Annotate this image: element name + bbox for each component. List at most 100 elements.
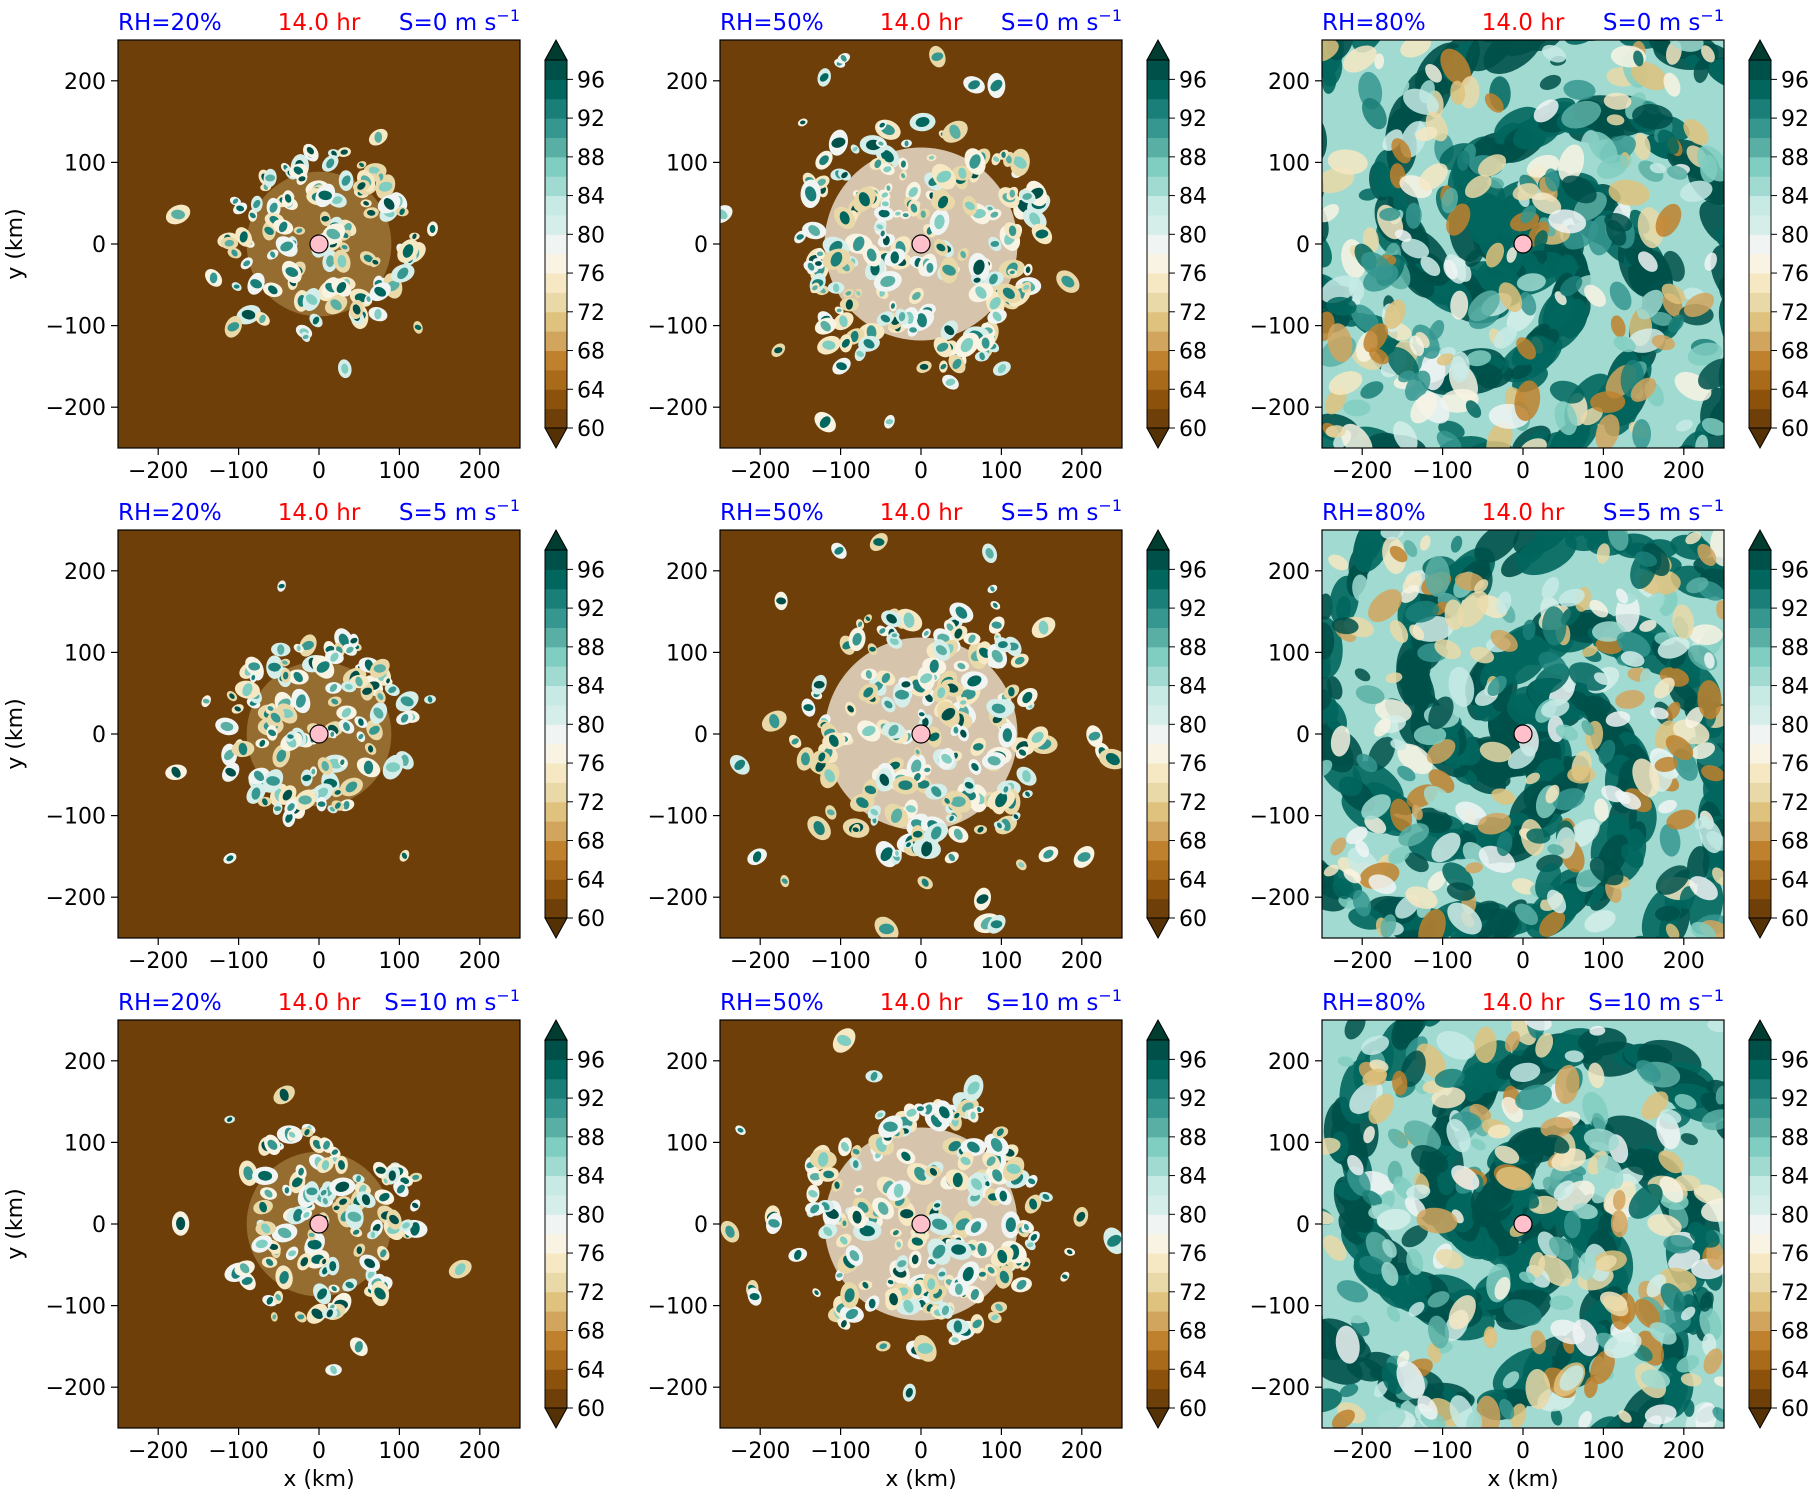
rh-blob [1687, 342, 1723, 366]
rh-blob [813, 680, 825, 689]
rh-blob [822, 340, 836, 350]
colorbar-segment [1147, 782, 1169, 803]
rh-blob [926, 262, 934, 273]
rh-blob [968, 80, 980, 90]
panel-r2-c2: −200 −100 0 100 200 −200 −100 0 100 200 RH=50% 14.0… [648, 496, 1207, 974]
rh-blob [1322, 1137, 1341, 1155]
rh-blob [1499, 1398, 1515, 1420]
colorbar-segment [545, 118, 567, 138]
rh-blob [989, 297, 1001, 310]
rh-blob [1394, 229, 1412, 242]
colorbar-tick-label: 80 [577, 223, 605, 248]
moist-band-blob [1245, 1213, 1280, 1252]
rh-blob [1035, 229, 1049, 239]
rh-blob [840, 55, 847, 62]
colorbar-tick-label: 84 [1781, 185, 1809, 210]
rh-blob [268, 729, 277, 737]
colorbar-segment [1749, 408, 1771, 429]
rh-blob [936, 243, 946, 252]
time-title: 14.0 hr [1482, 990, 1565, 1016]
rh-blob [1667, 314, 1685, 333]
rh-blob [978, 1271, 986, 1277]
colorbar-segment [545, 821, 567, 842]
colorbar-segment [1147, 821, 1169, 842]
rh-blob [1680, 1306, 1696, 1321]
colorbar-segment [1749, 627, 1771, 648]
rh-blob [845, 1308, 859, 1320]
panel-r3-c2: −200 −100 0 100 200 −200 −100 0 100 200 x (km) RH=5… [648, 986, 1207, 1492]
colorbar-segment [545, 1388, 567, 1409]
rh-blob [1415, 126, 1438, 142]
colorbar-segment [1749, 1098, 1771, 1118]
rh-blob [1651, 334, 1675, 351]
rh-blob [1424, 556, 1451, 597]
rh-blob [1364, 815, 1387, 834]
moist-band-blob [1322, 1315, 1347, 1361]
colorbar-segment [1147, 1117, 1169, 1138]
colorbar-segment [545, 840, 567, 861]
panel-r3-c1: −200 −100 0 100 200 −200 −100 0 100 200 y (km) x (k… [3, 986, 605, 1492]
rh-blob [1427, 871, 1447, 892]
rh-blob [268, 662, 281, 672]
rh-blob [357, 182, 366, 190]
rh-blob [1608, 179, 1650, 206]
rh-blob [1380, 530, 1404, 540]
rh-blob [334, 790, 341, 795]
y-tick-label: 200 [64, 1050, 106, 1075]
colorbar-frame [1748, 549, 1772, 919]
rh-blob [878, 141, 884, 146]
rh-blob [890, 303, 896, 309]
rh-blob [243, 260, 251, 267]
y-tick-label: 0 [92, 723, 106, 748]
colorbar-segment [545, 898, 567, 919]
rh-blob [1666, 165, 1688, 180]
colorbar-segment [545, 569, 567, 590]
rh-blob [1359, 1255, 1386, 1275]
rh-blob [952, 1172, 963, 1188]
colorbar-extend-min [544, 1407, 568, 1430]
rh-blob [287, 803, 295, 812]
colorbar-tick-label: 96 [577, 558, 605, 583]
rh-blob [1465, 248, 1483, 267]
moist-band-blob [1584, 884, 1605, 907]
rh-blob [918, 712, 925, 717]
colorbar-tick-label: 60 [1781, 417, 1809, 442]
rh-blob [991, 621, 1002, 629]
rh-blob [1621, 843, 1644, 869]
rh-blob [1401, 238, 1430, 259]
rh-blob [1450, 290, 1469, 320]
rh-blob [264, 226, 274, 235]
rh-blob [1390, 739, 1407, 751]
rh-blob [1420, 256, 1441, 277]
moist-band-blob [1412, 1470, 1487, 1499]
rh-blob [304, 1129, 310, 1136]
rh-blob [1607, 530, 1629, 551]
colorbar-segment [1147, 1059, 1169, 1080]
rh-blob [936, 342, 949, 352]
rh-blob [402, 1222, 410, 1229]
rh-blob [885, 419, 894, 425]
rh-blob [938, 1271, 946, 1277]
rh-blob [1604, 213, 1633, 232]
rh-blob [1642, 174, 1667, 210]
rh-blob [1704, 652, 1715, 669]
colorbar-segment [1749, 234, 1771, 255]
shear-title: S=5 m s−1 [1603, 496, 1724, 526]
rh-blob [1484, 93, 1504, 113]
rh-blob [1038, 620, 1049, 635]
rh-blob [1551, 1148, 1586, 1172]
rh-blob [1661, 283, 1686, 305]
colorbar-segment [1749, 1233, 1771, 1254]
humidity-field [1322, 530, 1724, 938]
rh-blob [1701, 1198, 1724, 1222]
rh-blob [269, 1243, 279, 1251]
colorbar-segment [1147, 859, 1169, 880]
rh-blob [253, 770, 265, 782]
colorbar-segment [1147, 569, 1169, 590]
rh-blob [1322, 1388, 1342, 1413]
colorbar-segment [1749, 724, 1771, 745]
rh-blob [1637, 207, 1664, 249]
rh-blob [298, 1167, 304, 1176]
moist-band-blob [1241, 1175, 1299, 1244]
rh-blob [305, 294, 318, 305]
